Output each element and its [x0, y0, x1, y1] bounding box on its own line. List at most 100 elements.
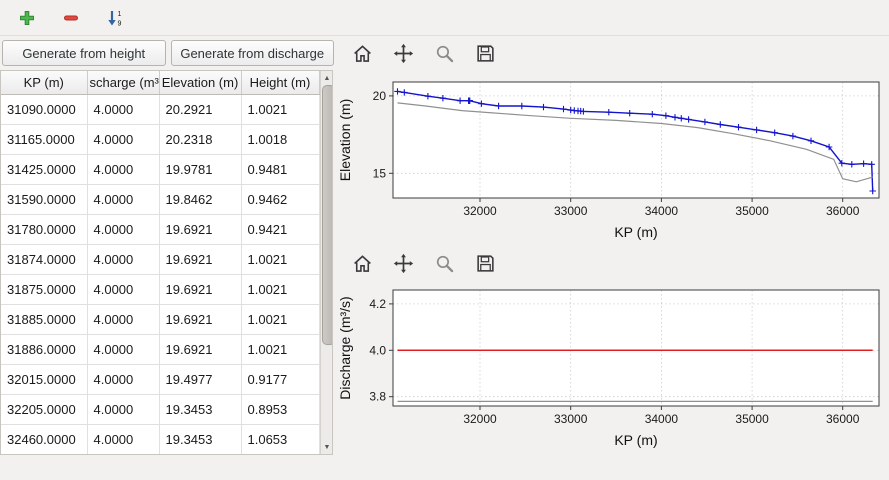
table-row[interactable]: 31780.0000 4.0000 19.6921 0.9421 [1, 214, 320, 245]
table-row[interactable]: 32460.0000 4.0000 19.3453 1.0653 [1, 424, 320, 454]
pan-button[interactable] [390, 250, 416, 276]
table-row[interactable]: 32205.0000 4.0000 19.3453 0.8953 [1, 394, 320, 425]
plus-marker [424, 93, 432, 100]
plot-area[interactable] [393, 290, 879, 406]
table-cell[interactable]: 19.9781 [159, 154, 242, 185]
table-cell[interactable]: 19.6921 [159, 334, 242, 365]
table-row[interactable]: 31885.0000 4.0000 19.6921 1.0021 [1, 304, 320, 335]
table-cell[interactable]: 32015.0000 [1, 364, 88, 395]
table-cell[interactable]: 4.0000 [87, 364, 160, 395]
scroll-up-arrow[interactable]: ▲ [323, 74, 331, 82]
table-cell[interactable]: 31425.0000 [1, 154, 88, 185]
discharge-chart[interactable]: 32000 33000 34000 35000 36000 3.8 4.0 4.2 KP (m)… [337, 284, 889, 452]
table-cell[interactable]: 31885.0000 [1, 304, 88, 335]
table-cell[interactable]: 32460.0000 [1, 424, 88, 454]
elevation-chart[interactable]: 32000 33000 34000 35000 36000 15 20 KP (m) Eleva… [337, 76, 889, 244]
generate-from-discharge-button[interactable]: Generate from discharge [170, 40, 334, 66]
table-cell[interactable]: 19.3453 [159, 424, 242, 454]
table-cell[interactable]: 1.0653 [241, 424, 320, 454]
column-header-elevation[interactable]: Elevation (m) [159, 71, 242, 95]
table-cell[interactable]: 19.6921 [159, 214, 242, 245]
table-row[interactable]: 31875.0000 4.0000 19.6921 1.0021 [1, 274, 320, 305]
table-cell[interactable]: 0.9421 [241, 214, 320, 245]
table-row[interactable]: 31874.0000 4.0000 19.6921 1.0021 [1, 244, 320, 275]
table-cell[interactable]: 1.0021 [241, 94, 320, 125]
column-header-discharge[interactable]: scharge (m³/ [87, 71, 160, 95]
zoom-button[interactable] [431, 40, 457, 66]
table-cell[interactable]: 31590.0000 [1, 184, 88, 215]
table-scrollbar[interactable]: ▲ ▼ [319, 71, 332, 454]
table-cell[interactable]: 31886.0000 [1, 334, 88, 365]
home-icon [353, 254, 371, 272]
y-tick-label: 20 [373, 89, 387, 103]
table-cell[interactable]: 4.0000 [87, 154, 160, 185]
generate-from-height-button[interactable]: Generate from height [2, 40, 166, 66]
plus-marker [495, 102, 502, 110]
table-cell[interactable]: 4.0000 [87, 424, 160, 454]
x-tick-label: 36000 [826, 412, 860, 426]
x-tick-label: 32000 [463, 204, 497, 218]
table-cell[interactable]: 31165.0000 [1, 124, 88, 155]
table-row[interactable]: 31886.0000 4.0000 19.6921 1.0021 [1, 334, 320, 365]
table-cell[interactable]: 1.0021 [241, 334, 320, 365]
data-table-container: KP (m) scharge (m³/ Elevation (m) Height… [0, 70, 333, 455]
column-header-height[interactable]: Height (m) [241, 71, 320, 95]
table-cell[interactable]: 4.0000 [87, 124, 160, 155]
zoom-button[interactable] [431, 250, 457, 276]
y-axis-label: Elevation (m) [337, 99, 353, 181]
table-cell[interactable]: 4.0000 [87, 214, 160, 245]
table-cell[interactable]: 4.0000 [87, 394, 160, 425]
table-cell[interactable]: 31875.0000 [1, 274, 88, 305]
table-cell[interactable]: 32205.0000 [1, 394, 88, 425]
table-cell[interactable]: 1.0021 [241, 274, 320, 305]
table-cell[interactable]: 31874.0000 [1, 244, 88, 275]
table-cell[interactable]: 0.9462 [241, 184, 320, 215]
home-button[interactable] [349, 250, 375, 276]
table-row[interactable]: 31165.0000 4.0000 20.2318 1.0018 [1, 124, 320, 155]
table-row[interactable]: 32015.0000 4.0000 19.4977 0.9177 [1, 364, 320, 395]
table-cell[interactable]: 19.4977 [159, 364, 242, 395]
scroll-down-arrow[interactable]: ▼ [323, 443, 331, 451]
table-cell[interactable]: 31780.0000 [1, 214, 88, 245]
table-cell[interactable]: 0.9177 [241, 364, 320, 395]
table-cell[interactable]: 1.0018 [241, 124, 320, 155]
table-cell[interactable]: 20.2921 [159, 94, 242, 125]
scrollbar-thumb[interactable] [321, 85, 332, 345]
table-cell[interactable]: 4.0000 [87, 334, 160, 365]
save-icon [476, 254, 494, 272]
table-cell[interactable]: 20.2318 [159, 124, 242, 155]
remove-row-button[interactable] [58, 5, 84, 31]
table-cell[interactable]: 1.0021 [241, 304, 320, 335]
table-cell[interactable]: 4.0000 [87, 274, 160, 305]
table-cell[interactable]: 19.3453 [159, 394, 242, 425]
table-cell[interactable]: 0.9481 [241, 154, 320, 185]
save-button[interactable] [472, 40, 498, 66]
table-row[interactable]: 31090.0000 4.0000 20.2921 1.0021 [1, 94, 320, 125]
table-cell[interactable]: 19.6921 [159, 244, 242, 275]
table-cell[interactable]: 4.0000 [87, 184, 160, 215]
table-cell[interactable]: 4.0000 [87, 244, 160, 275]
plus-marker [394, 88, 401, 95]
table-cell[interactable]: 31090.0000 [1, 94, 88, 125]
table-row[interactable]: 31590.0000 4.0000 19.8462 0.9462 [1, 184, 320, 215]
table-cell[interactable]: 4.0000 [87, 94, 160, 125]
save-button[interactable] [472, 250, 498, 276]
column-header-kp[interactable]: KP (m) [1, 71, 88, 95]
pan-button[interactable] [390, 40, 416, 66]
sort-button[interactable]: 1 9 [102, 5, 128, 31]
y-tick-label: 15 [373, 166, 387, 180]
table-cell[interactable]: 4.0000 [87, 304, 160, 335]
plus-marker [860, 160, 867, 167]
plus-marker [401, 89, 408, 96]
data-table: KP (m) scharge (m³/ Elevation (m) Height… [1, 71, 320, 454]
plus-marker [678, 115, 685, 122]
home-button[interactable] [349, 40, 375, 66]
add-row-button[interactable] [14, 5, 40, 31]
table-cell[interactable]: 1.0021 [241, 244, 320, 275]
table-row[interactable]: 31425.0000 4.0000 19.9781 0.9481 [1, 154, 320, 185]
table-cell[interactable]: 19.6921 [159, 304, 242, 335]
plus-marker [825, 143, 833, 151]
table-cell[interactable]: 19.8462 [159, 184, 242, 215]
table-cell[interactable]: 0.8953 [241, 394, 320, 425]
table-cell[interactable]: 19.6921 [159, 274, 242, 305]
